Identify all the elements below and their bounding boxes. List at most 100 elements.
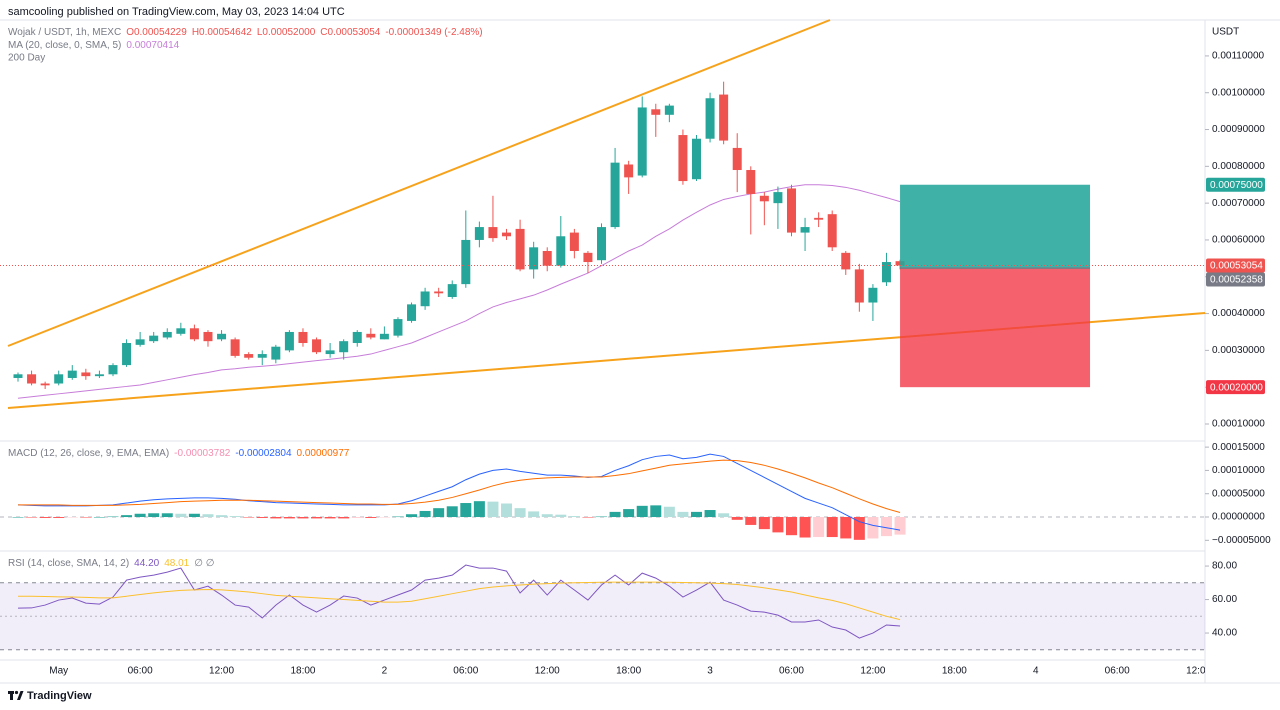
y-tick-label: 0.00090000 <box>1212 124 1265 135</box>
legend-item: MA (20, close, 0, SMA, 5) <box>8 40 121 51</box>
x-tick-label: 4 <box>1033 666 1039 677</box>
candle-body <box>434 291 444 294</box>
candle-body <box>841 252 851 270</box>
rsi-line <box>17 564 901 639</box>
y-tick-label: 0.00010000 <box>1212 465 1265 476</box>
histogram-bar <box>392 516 404 518</box>
entry-badge: 0.00052358 <box>1210 275 1263 286</box>
last-price-badge: 0.00053054 <box>1210 261 1263 272</box>
candle-body <box>81 372 91 377</box>
candle-body <box>814 217 824 220</box>
histogram-bar <box>853 517 865 540</box>
candle-body <box>678 135 688 182</box>
histogram-bar <box>704 510 716 518</box>
histogram-bar <box>718 513 730 518</box>
legend-item: 48.01 <box>164 558 189 569</box>
candle-body <box>312 339 322 353</box>
histogram-bar <box>107 516 119 518</box>
histogram-bar <box>460 503 472 518</box>
histogram-bar <box>39 517 51 518</box>
histogram-bar <box>175 513 187 518</box>
x-tick-label: 06:00 <box>128 666 153 677</box>
histogram-bar <box>338 517 350 519</box>
candle-body <box>230 339 240 356</box>
y-tick-label: 0.00100000 <box>1212 87 1265 98</box>
histogram-bar <box>826 517 838 538</box>
candle-body <box>162 331 172 338</box>
candle-body <box>556 236 566 266</box>
histogram-bar <box>609 511 621 518</box>
legend-item: 0.00070414 <box>126 40 179 51</box>
y-tick-label: 0.00000000 <box>1212 512 1265 523</box>
candle-body <box>54 374 64 384</box>
y-tick-label: 0.00015000 <box>1212 442 1265 453</box>
histogram-bar <box>270 517 282 519</box>
histogram-bar <box>555 514 567 518</box>
target-badge: 0.00075000 <box>1210 180 1263 191</box>
target-badge-bg <box>1206 177 1265 192</box>
histogram-bar <box>93 517 105 518</box>
histogram-bar <box>528 511 540 518</box>
candle-body <box>542 250 552 266</box>
y-tick-label: 0.00010000 <box>1212 419 1265 430</box>
legend-item: -0.00003782 <box>174 448 231 459</box>
candle-body <box>597 227 607 261</box>
candle-body <box>624 164 634 178</box>
x-tick-label: May <box>49 666 68 677</box>
axis-unit: USDT <box>1212 27 1239 38</box>
legend-item: H0.00054642 <box>192 27 252 38</box>
y-tick-label: 60.00 <box>1212 594 1237 605</box>
histogram-bar <box>161 513 173 518</box>
histogram-bar <box>487 501 499 518</box>
candle-body <box>379 333 389 340</box>
legend-item: L0.00052000 <box>257 27 316 38</box>
last-price-badge-bg <box>1206 258 1265 273</box>
rsi-line <box>18 581 901 621</box>
histogram-bar <box>514 508 526 518</box>
candle-body <box>786 188 796 233</box>
candle-body <box>529 247 539 270</box>
macd-line <box>18 459 901 513</box>
candle-body <box>692 138 701 180</box>
candle-body <box>664 105 674 115</box>
x-tick-label: 06:00 <box>779 666 804 677</box>
candle-body <box>298 331 308 344</box>
legend: 200 Day <box>8 53 45 64</box>
legend: MACD (12, 26, close, 9, EMA, EMA) -0.0000… <box>8 448 350 459</box>
stop-badge: 0.00020000 <box>1210 382 1263 393</box>
plot-area: May 06:00 12:00 18:00 2 06:00 12:00 18:00 3 06:00… <box>0 81 1211 677</box>
histogram-bar <box>473 501 485 518</box>
candle-body <box>108 365 118 375</box>
histogram-bar <box>867 517 879 539</box>
candle-body <box>271 346 281 360</box>
histogram-bar <box>758 517 770 530</box>
brand-logo <box>8 690 24 700</box>
candle-body <box>203 331 213 342</box>
histogram-bar <box>677 511 689 518</box>
candle-body <box>881 262 891 283</box>
histogram-bar <box>541 514 553 518</box>
candle-body <box>67 370 77 378</box>
histogram-bar <box>419 510 431 518</box>
candle-body <box>40 383 50 386</box>
legend-item: -0.00001349 (-2.48%) <box>385 27 482 38</box>
histogram-bar <box>731 517 743 520</box>
histogram-bar <box>799 517 811 538</box>
x-tick-label: 3 <box>707 666 713 677</box>
y-tick-label: 0.00005000 <box>1212 488 1265 499</box>
histogram-bar <box>406 514 418 518</box>
histogram-bar <box>636 505 648 518</box>
histogram-bar <box>894 517 906 535</box>
histogram-bar <box>663 506 675 518</box>
candle-body <box>352 331 362 344</box>
x-tick-label: 06:00 <box>453 666 478 677</box>
x-tick-label: 12:00 <box>1186 666 1211 677</box>
candle-body <box>827 214 837 248</box>
y-tick-label: 0.00030000 <box>1212 345 1265 356</box>
candle-body <box>420 291 430 307</box>
y-tick-label: 0.00110000 <box>1212 51 1265 62</box>
legend: Wojak / USDT, 1h, MEXC O0.00054229 H0.0005… <box>8 27 483 38</box>
histogram-bar <box>785 517 797 536</box>
y-tick-label: 0.00060000 <box>1212 235 1265 246</box>
